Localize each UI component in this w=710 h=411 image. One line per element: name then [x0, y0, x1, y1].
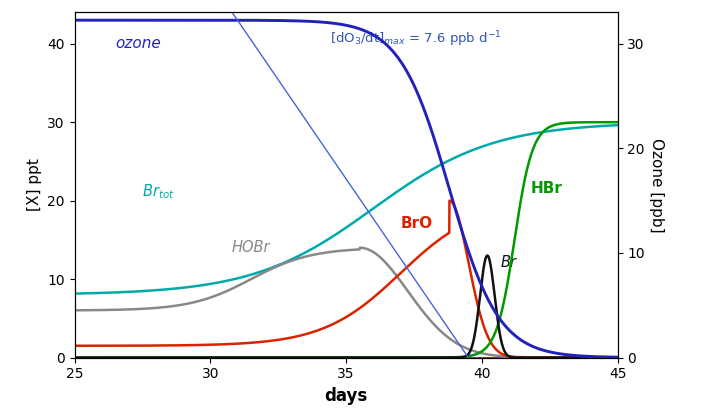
Text: HOBr: HOBr: [232, 240, 271, 255]
Text: Br$_{\mathregular{tot}}$: Br$_{\mathregular{tot}}$: [143, 183, 175, 201]
Text: HBr: HBr: [531, 181, 562, 196]
Text: BrO: BrO: [400, 216, 432, 231]
X-axis label: days: days: [324, 387, 368, 405]
Text: Br: Br: [501, 255, 517, 270]
Text: $[\mathrm{dO_3/dt}]_{max}$ = 7.6 ppb d$^{-1}$: $[\mathrm{dO_3/dt}]_{max}$ = 7.6 ppb d$^…: [330, 30, 502, 49]
Text: ozone: ozone: [115, 36, 161, 51]
Y-axis label: [X] ppt: [X] ppt: [27, 159, 42, 211]
Y-axis label: Ozone [ppb]: Ozone [ppb]: [650, 138, 665, 232]
